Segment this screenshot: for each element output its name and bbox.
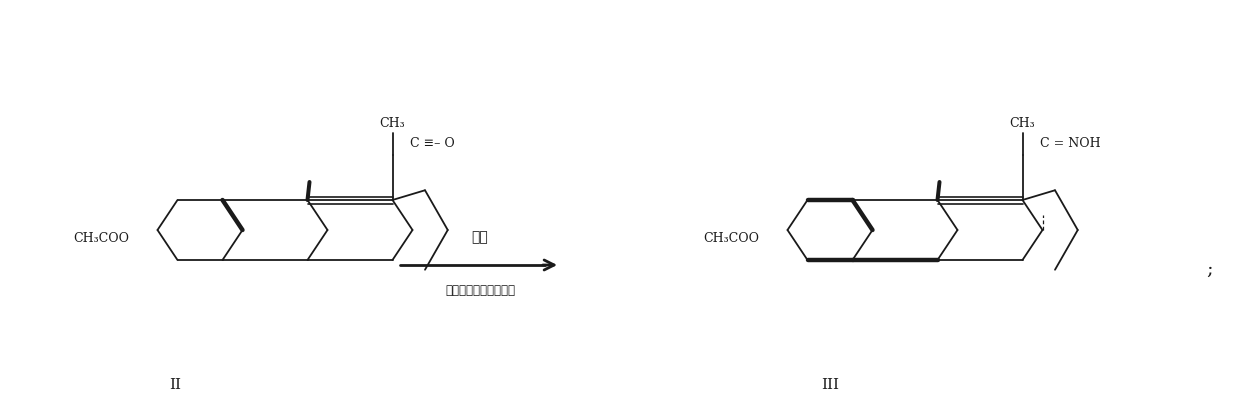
Text: III: III [821, 378, 839, 392]
Text: ;: ; [1207, 261, 1213, 279]
Text: CH₃COO: CH₃COO [73, 232, 129, 244]
Text: CH₃: CH₃ [379, 117, 405, 129]
Text: CH₃COO: CH₃COO [703, 232, 759, 244]
Text: C ≡– O: C ≡– O [410, 137, 455, 149]
Text: C = NOH: C = NOH [1040, 137, 1101, 149]
Text: CH₃: CH₃ [1009, 117, 1035, 129]
Text: 肿化: 肿化 [471, 230, 489, 244]
Text: 乙醇、盐酸羟胺、吴吠: 乙醇、盐酸羟胺、吴吠 [445, 283, 515, 296]
Text: II: II [169, 378, 181, 392]
